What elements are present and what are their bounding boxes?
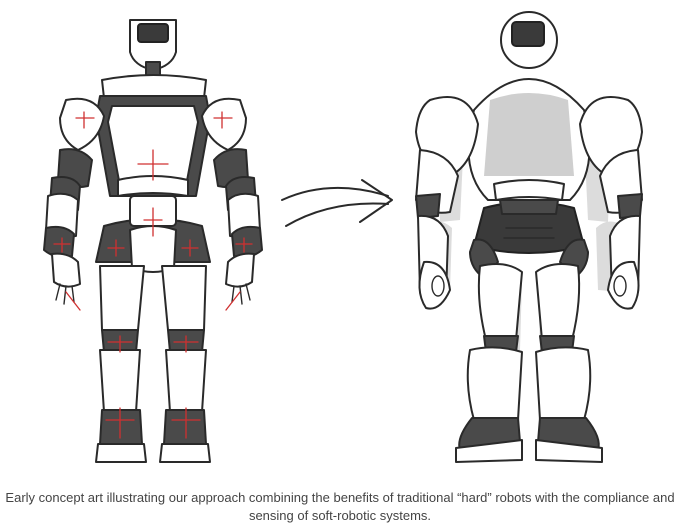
concept-art-figure bbox=[43, 11, 643, 463]
figure-caption: Early concept art illustrating our appro… bbox=[5, 490, 675, 523]
construction-marks bbox=[53, 111, 253, 439]
hard-robot-sketch bbox=[43, 19, 263, 463]
soft-robot-sketch bbox=[415, 11, 643, 463]
right-arrow-icon bbox=[281, 179, 393, 227]
